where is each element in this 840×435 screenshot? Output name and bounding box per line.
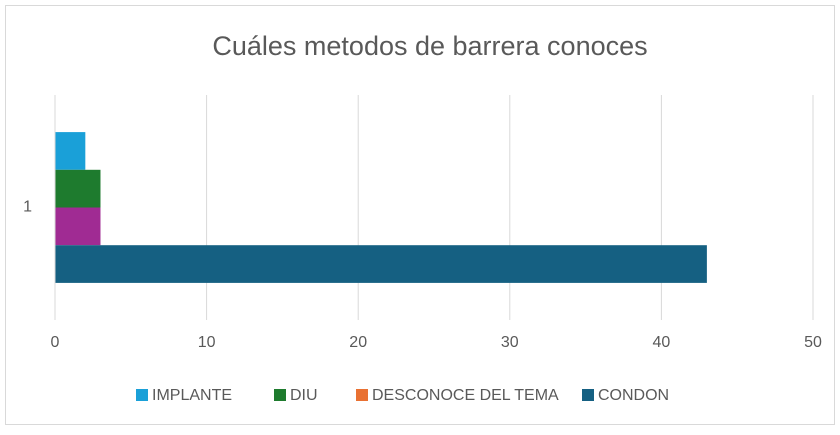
legend-label: DESCONOCE DEL TEMA — [372, 387, 559, 404]
x-tick-label: 20 — [349, 334, 367, 351]
legend-label: CONDON — [598, 387, 669, 404]
x-tick-label: 40 — [653, 334, 671, 351]
chart-border — [5, 5, 835, 425]
x-tick-label: 50 — [804, 334, 822, 351]
legend-label: DIU — [290, 387, 318, 404]
x-tick-label: 30 — [501, 334, 519, 351]
x-tick-label: 0 — [51, 334, 60, 351]
legend-label: IMPLANTE — [152, 387, 232, 404]
bar — [55, 245, 707, 283]
chart-title: Cuáles metodos de barrera conoces — [212, 31, 647, 61]
y-tick-label: 1 — [23, 199, 32, 216]
legend-swatch — [356, 389, 368, 401]
bar — [55, 207, 101, 246]
bar — [55, 169, 101, 208]
legend-swatch — [136, 389, 148, 401]
legend-swatch — [274, 389, 286, 401]
legend-swatch — [582, 389, 594, 401]
x-tick-label: 10 — [198, 334, 216, 351]
bar — [55, 132, 86, 170]
